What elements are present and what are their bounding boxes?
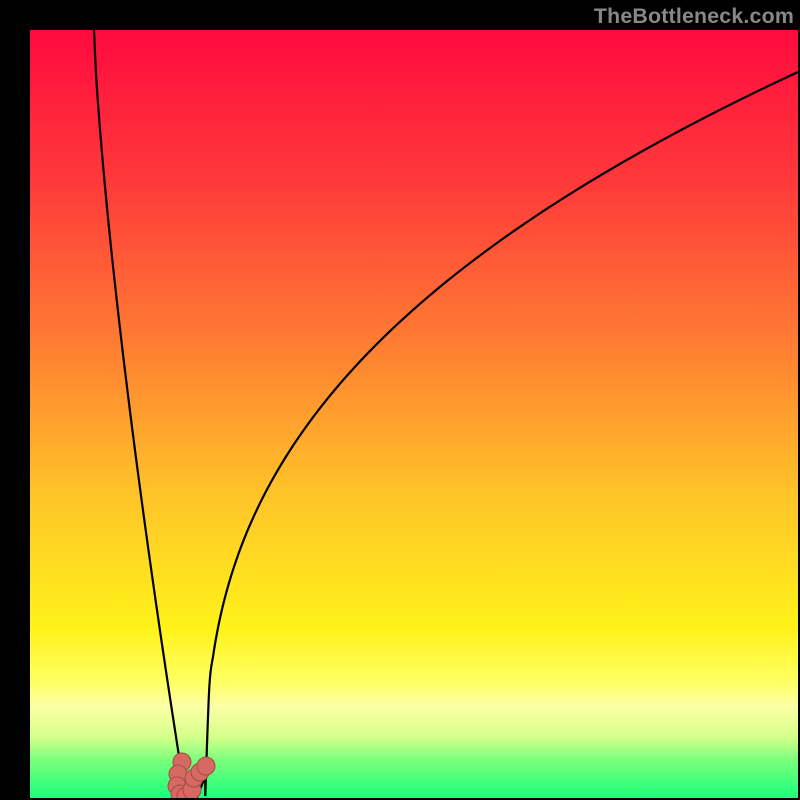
chart-svg <box>30 30 798 798</box>
data-marker <box>197 757 215 775</box>
chart-frame: TheBottleneck.com <box>0 0 800 800</box>
gradient-background <box>30 30 798 798</box>
watermark-text: TheBottleneck.com <box>594 4 794 29</box>
plot-area <box>30 30 798 798</box>
